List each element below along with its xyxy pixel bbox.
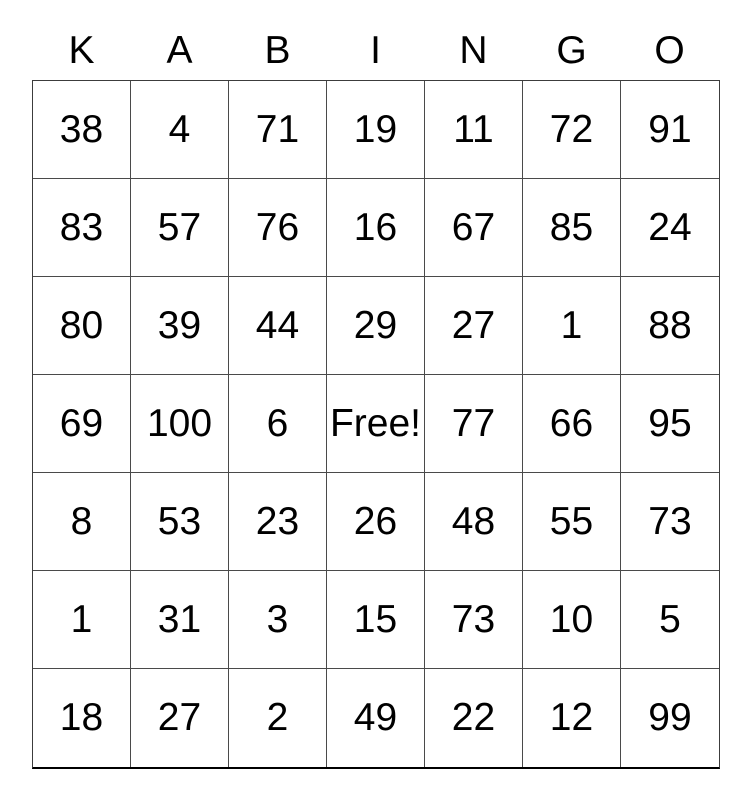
bingo-cell-r5c6[interactable]: 5 [621,571,719,669]
bingo-cell-r3c4[interactable]: 77 [425,375,523,473]
bingo-row: 18 27 2 49 22 12 99 [33,669,719,767]
bingo-cell-r0c1[interactable]: 4 [131,81,229,179]
bingo-row: 8 53 23 26 48 55 73 [33,473,719,571]
bingo-cell-r4c2[interactable]: 23 [229,473,327,571]
bingo-cell-r3c6[interactable]: 95 [621,375,719,473]
bingo-row: 80 39 44 29 27 1 88 [33,277,719,375]
column-header-n: N [459,29,489,72]
bingo-row: 1 31 3 15 73 10 5 [33,571,719,669]
bingo-cell-r5c5[interactable]: 10 [523,571,621,669]
bingo-cell-r1c1[interactable]: 57 [131,179,229,277]
column-header-o: O [654,29,686,72]
bingo-cell-r3c5[interactable]: 66 [523,375,621,473]
bingo-cell-r6c0[interactable]: 18 [33,669,131,767]
bingo-cell-r6c3[interactable]: 49 [327,669,425,767]
bingo-cell-r1c5[interactable]: 85 [523,179,621,277]
bingo-cell-r0c3[interactable]: 19 [327,81,425,179]
bingo-cell-r2c0[interactable]: 80 [33,277,131,375]
bingo-cell-r1c6[interactable]: 24 [621,179,719,277]
bingo-cell-r4c5[interactable]: 55 [523,473,621,571]
bingo-cell-r6c5[interactable]: 12 [523,669,621,767]
bingo-cell-r3c2[interactable]: 6 [229,375,327,473]
bingo-cell-r5c3[interactable]: 15 [327,571,425,669]
bingo-cell-r0c5[interactable]: 72 [523,81,621,179]
bingo-cell-r2c1[interactable]: 39 [131,277,229,375]
bingo-cell-r0c2[interactable]: 71 [229,81,327,179]
bingo-cell-r4c0[interactable]: 8 [33,473,131,571]
bingo-cell-r1c2[interactable]: 76 [229,179,327,277]
bingo-cell-r4c6[interactable]: 73 [621,473,719,571]
bingo-row: 69 100 6 Free! 77 66 95 [33,375,719,473]
bingo-card: K A B I N G O 38 4 71 19 11 72 91 83 57 … [32,14,720,769]
bingo-cell-r6c6[interactable]: 99 [621,669,719,767]
free-space-cell[interactable]: Free! [327,375,425,473]
bingo-cell-r0c0[interactable]: 38 [33,81,131,179]
bingo-cell-r3c0[interactable]: 69 [33,375,131,473]
bingo-cell-r1c4[interactable]: 67 [425,179,523,277]
bingo-cell-r2c4[interactable]: 27 [425,277,523,375]
bingo-cell-r0c6[interactable]: 91 [621,81,719,179]
bingo-cell-r4c1[interactable]: 53 [131,473,229,571]
column-header-g: G [556,29,588,72]
bingo-cell-r2c2[interactable]: 44 [229,277,327,375]
bingo-row: 83 57 76 16 67 85 24 [33,179,719,277]
bingo-cell-r0c4[interactable]: 11 [425,81,523,179]
bingo-cell-r1c0[interactable]: 83 [33,179,131,277]
bingo-cell-r2c5[interactable]: 1 [523,277,621,375]
bingo-cell-r4c4[interactable]: 48 [425,473,523,571]
bingo-header: K A B I N G O [33,14,719,80]
bingo-cell-r5c4[interactable]: 73 [425,571,523,669]
bingo-cell-r5c2[interactable]: 3 [229,571,327,669]
bingo-cell-r6c1[interactable]: 27 [131,669,229,767]
bingo-cell-r6c2[interactable]: 2 [229,669,327,767]
bingo-cell-r4c3[interactable]: 26 [327,473,425,571]
bingo-cell-r1c3[interactable]: 16 [327,179,425,277]
bingo-cell-r5c0[interactable]: 1 [33,571,131,669]
column-header-i: I [370,29,382,72]
bingo-cell-r5c1[interactable]: 31 [131,571,229,669]
column-header-k: K [68,29,96,72]
bingo-cell-r2c6[interactable]: 88 [621,277,719,375]
bingo-cell-r3c1[interactable]: 100 [131,375,229,473]
bingo-row: 38 4 71 19 11 72 91 [33,81,719,179]
bingo-cell-r6c4[interactable]: 22 [425,669,523,767]
bingo-cell-r2c3[interactable]: 29 [327,277,425,375]
column-header-b: B [264,29,292,72]
bingo-grid: 38 4 71 19 11 72 91 83 57 76 16 67 85 24… [32,80,720,769]
column-header-a: A [166,29,194,72]
